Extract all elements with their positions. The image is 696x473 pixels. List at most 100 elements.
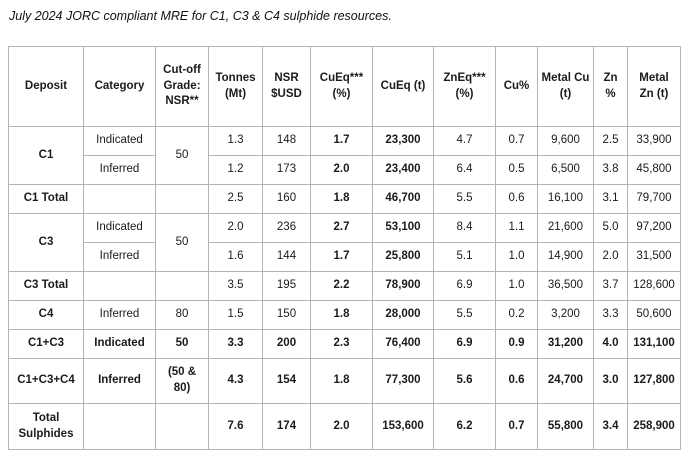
cell-cueq-t: 153,600 bbox=[372, 403, 434, 450]
cell-zneq-pct: 5.6 bbox=[433, 358, 496, 404]
cell-nsr: 200 bbox=[262, 329, 311, 359]
cell-category: Inferred bbox=[83, 155, 156, 185]
cell-cu-pct: 0.6 bbox=[495, 358, 538, 404]
cell-deposit: C3 Total bbox=[8, 271, 84, 301]
header-category: Category bbox=[83, 46, 156, 127]
cell-cu-pct: 0.6 bbox=[495, 184, 538, 214]
cell-cu-pct: 1.1 bbox=[495, 213, 538, 243]
header-cueq-pct: CuEq*** (%) bbox=[310, 46, 373, 127]
cell-cueq-pct: 2.0 bbox=[310, 403, 373, 450]
row-c1-c3-c4: C1+C3+C4 Inferred (50 & 80) 4.3 154 1.8 … bbox=[8, 358, 681, 404]
cell-cueq-t: 76,400 bbox=[372, 329, 434, 359]
cell-cueq-t: 25,800 bbox=[372, 242, 434, 272]
cell-zn-pct: 3.1 bbox=[593, 184, 628, 214]
cell-category bbox=[83, 184, 156, 214]
cell-zneq-pct: 6.9 bbox=[433, 329, 496, 359]
row-c3-indicated: C3 Indicated 50 2.0 236 2.7 53,100 8.4 1… bbox=[8, 213, 681, 272]
cell-metal-cu: 24,700 bbox=[537, 358, 594, 404]
cell-metal-zn: 258,900 bbox=[627, 403, 681, 450]
cell-nsr: 148 bbox=[262, 126, 311, 156]
cell-metal-zn: 127,800 bbox=[627, 358, 681, 404]
cell-nsr: 195 bbox=[262, 271, 311, 301]
cell-cueq-pct: 1.8 bbox=[310, 184, 373, 214]
cell-metal-zn: 50,600 bbox=[627, 300, 681, 330]
cell-deposit: C1 Total bbox=[8, 184, 84, 214]
cell-category: Inferred bbox=[83, 300, 156, 330]
cell-zneq-pct: 6.4 bbox=[433, 155, 496, 185]
cell-cueq-t: 53,100 bbox=[372, 213, 434, 243]
cell-nsr: 150 bbox=[262, 300, 311, 330]
cell-cutoff: 50 bbox=[155, 126, 209, 185]
cell-zn-pct: 3.4 bbox=[593, 403, 628, 450]
cell-cueq-pct: 2.2 bbox=[310, 271, 373, 301]
cell-cutoff bbox=[155, 184, 209, 214]
cell-category bbox=[83, 271, 156, 301]
cell-cueq-pct: 1.7 bbox=[310, 242, 373, 272]
cell-zneq-pct: 8.4 bbox=[433, 213, 496, 243]
cell-tonnes: 3.5 bbox=[208, 271, 263, 301]
cell-tonnes: 1.6 bbox=[208, 242, 263, 272]
header-zneq-pct: ZnEq*** (%) bbox=[433, 46, 496, 127]
cell-zneq-pct: 4.7 bbox=[433, 126, 496, 156]
cell-metal-cu: 55,800 bbox=[537, 403, 594, 450]
row-c4: C4 Inferred 80 1.5 150 1.8 28,000 5.5 0.… bbox=[8, 300, 681, 330]
cell-cutoff bbox=[155, 271, 209, 301]
cell-tonnes: 1.2 bbox=[208, 155, 263, 185]
cell-zn-pct: 3.8 bbox=[593, 155, 628, 185]
header-metal-zn: Metal Zn (t) bbox=[627, 46, 681, 127]
cell-nsr: 160 bbox=[262, 184, 311, 214]
header-zn-pct: Zn % bbox=[593, 46, 628, 127]
cell-zneq-pct: 5.5 bbox=[433, 184, 496, 214]
cell-nsr: 173 bbox=[262, 155, 311, 185]
cell-zneq-pct: 5.5 bbox=[433, 300, 496, 330]
cell-cu-pct: 0.2 bbox=[495, 300, 538, 330]
header-metal-cu: Metal Cu (t) bbox=[537, 46, 594, 127]
cell-metal-cu: 21,600 bbox=[537, 213, 594, 243]
cell-tonnes: 3.3 bbox=[208, 329, 263, 359]
cell-metal-cu: 31,200 bbox=[537, 329, 594, 359]
cell-category: Indicated bbox=[83, 213, 156, 243]
cell-cutoff: 50 bbox=[155, 329, 209, 359]
cell-metal-cu: 36,500 bbox=[537, 271, 594, 301]
header-cueq-t: CuEq (t) bbox=[372, 46, 434, 127]
cell-deposit: C1+C3+C4 bbox=[8, 358, 84, 404]
cell-nsr: 144 bbox=[262, 242, 311, 272]
cell-nsr: 236 bbox=[262, 213, 311, 243]
cell-zn-pct: 3.0 bbox=[593, 358, 628, 404]
cell-zneq-pct: 6.2 bbox=[433, 403, 496, 450]
cell-cutoff: 50 bbox=[155, 213, 209, 272]
cell-nsr: 174 bbox=[262, 403, 311, 450]
cell-category: Inferred bbox=[83, 242, 156, 272]
header-nsr: NSR $USD bbox=[262, 46, 311, 127]
table-caption: July 2024 JORC compliant MRE for C1, C3 … bbox=[9, 9, 392, 23]
cell-cueq-t: 77,300 bbox=[372, 358, 434, 404]
cell-zn-pct: 2.0 bbox=[593, 242, 628, 272]
mre-table: Deposit Category Cut-off Grade: NSR** To… bbox=[8, 46, 681, 450]
cell-tonnes: 2.5 bbox=[208, 184, 263, 214]
cell-cueq-t: 23,300 bbox=[372, 126, 434, 156]
row-c1-c3: C1+C3 Indicated 50 3.3 200 2.3 76,400 6.… bbox=[8, 329, 681, 359]
cell-cueq-t: 46,700 bbox=[372, 184, 434, 214]
cell-cueq-pct: 1.8 bbox=[310, 358, 373, 404]
cell-metal-zn: 45,800 bbox=[627, 155, 681, 185]
cell-deposit: C1+C3 bbox=[8, 329, 84, 359]
cell-zn-pct: 2.5 bbox=[593, 126, 628, 156]
cell-metal-zn: 128,600 bbox=[627, 271, 681, 301]
cell-deposit: C4 bbox=[8, 300, 84, 330]
cell-zneq-pct: 5.1 bbox=[433, 242, 496, 272]
cell-cu-pct: 0.5 bbox=[495, 155, 538, 185]
cell-cu-pct: 0.7 bbox=[495, 403, 538, 450]
row-c3-total: C3 Total 3.5 195 2.2 78,900 6.9 1.0 36,5… bbox=[8, 271, 681, 301]
cell-deposit: C3 bbox=[8, 213, 84, 272]
cell-cueq-pct: 2.0 bbox=[310, 155, 373, 185]
header-cu-pct: Cu% bbox=[495, 46, 538, 127]
cell-category: Inferred bbox=[83, 358, 156, 404]
cell-metal-zn: 79,700 bbox=[627, 184, 681, 214]
cell-cueq-pct: 1.7 bbox=[310, 126, 373, 156]
cell-zn-pct: 5.0 bbox=[593, 213, 628, 243]
cell-nsr: 154 bbox=[262, 358, 311, 404]
cell-zneq-pct: 6.9 bbox=[433, 271, 496, 301]
cell-cueq-pct: 2.3 bbox=[310, 329, 373, 359]
cell-cutoff: (50 & 80) bbox=[155, 358, 209, 404]
cell-cueq-t: 78,900 bbox=[372, 271, 434, 301]
